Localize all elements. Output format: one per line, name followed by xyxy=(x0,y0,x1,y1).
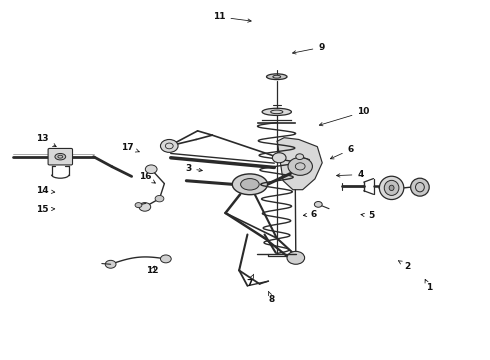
Ellipse shape xyxy=(55,153,66,160)
Ellipse shape xyxy=(379,176,404,199)
Ellipse shape xyxy=(241,179,259,190)
Text: 3: 3 xyxy=(185,164,202,173)
Circle shape xyxy=(155,195,164,202)
Text: 10: 10 xyxy=(319,107,370,126)
Text: 6: 6 xyxy=(303,210,317,219)
Ellipse shape xyxy=(232,174,268,195)
Text: 6: 6 xyxy=(330,145,354,159)
Text: 2: 2 xyxy=(398,261,410,271)
Circle shape xyxy=(160,255,171,263)
Text: 16: 16 xyxy=(139,172,155,183)
Ellipse shape xyxy=(411,178,429,196)
Text: 17: 17 xyxy=(121,143,139,152)
Circle shape xyxy=(288,157,313,175)
Circle shape xyxy=(139,203,151,211)
Text: 4: 4 xyxy=(337,170,364,179)
Circle shape xyxy=(146,165,157,174)
Circle shape xyxy=(272,153,286,163)
Ellipse shape xyxy=(262,108,292,116)
Polygon shape xyxy=(277,138,322,190)
Circle shape xyxy=(105,260,116,268)
Circle shape xyxy=(296,154,304,159)
Circle shape xyxy=(160,139,178,152)
Circle shape xyxy=(287,251,305,264)
Ellipse shape xyxy=(389,185,394,190)
Text: 15: 15 xyxy=(36,205,55,214)
Text: 5: 5 xyxy=(361,211,374,220)
Text: 14: 14 xyxy=(36,186,55,195)
Text: 12: 12 xyxy=(147,266,159,275)
Text: 11: 11 xyxy=(213,12,251,22)
Text: 8: 8 xyxy=(269,292,275,303)
Circle shape xyxy=(135,203,142,208)
Text: 9: 9 xyxy=(293,43,325,54)
Ellipse shape xyxy=(267,74,287,80)
Ellipse shape xyxy=(384,180,399,195)
FancyBboxPatch shape xyxy=(48,148,73,165)
Text: 7: 7 xyxy=(246,274,254,288)
Text: 13: 13 xyxy=(36,134,56,147)
Text: 1: 1 xyxy=(425,279,432,292)
Circle shape xyxy=(315,202,322,207)
